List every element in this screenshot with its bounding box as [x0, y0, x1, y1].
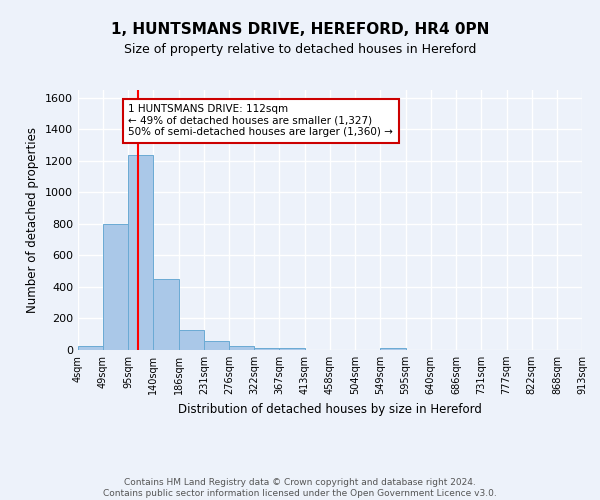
Bar	[78, 346, 103, 350]
Text: Contains HM Land Registry data © Crown copyright and database right 2024.
Contai: Contains HM Land Registry data © Crown c…	[103, 478, 497, 498]
Bar	[154, 279, 179, 350]
Bar	[380, 348, 406, 350]
Bar	[204, 340, 229, 350]
Text: Size of property relative to detached houses in Hereford: Size of property relative to detached ho…	[124, 42, 476, 56]
X-axis label: Distribution of detached houses by size in Hereford: Distribution of detached houses by size …	[178, 402, 482, 415]
Bar	[179, 330, 204, 350]
Bar	[279, 348, 305, 350]
Bar	[128, 154, 154, 350]
Bar	[103, 224, 128, 350]
Y-axis label: Number of detached properties: Number of detached properties	[26, 127, 40, 313]
Text: 1 HUNTSMANS DRIVE: 112sqm
← 49% of detached houses are smaller (1,327)
50% of se: 1 HUNTSMANS DRIVE: 112sqm ← 49% of detac…	[128, 104, 394, 138]
Bar	[229, 346, 254, 350]
Bar	[254, 348, 279, 350]
Text: 1, HUNTSMANS DRIVE, HEREFORD, HR4 0PN: 1, HUNTSMANS DRIVE, HEREFORD, HR4 0PN	[111, 22, 489, 38]
